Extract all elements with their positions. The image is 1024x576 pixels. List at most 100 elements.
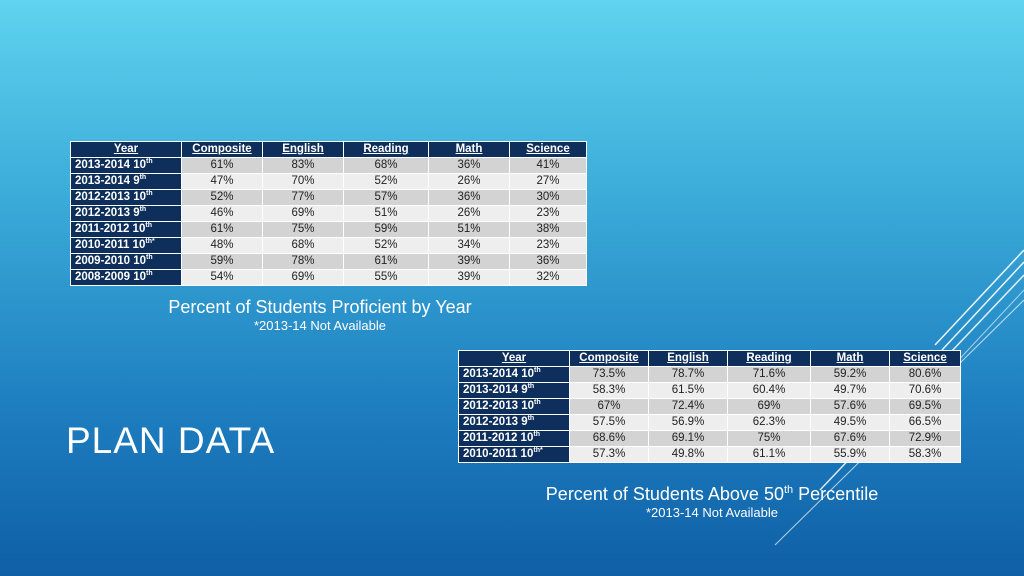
year-suffix: th	[139, 206, 147, 214]
col-header-science: Science	[509, 141, 587, 158]
year-label: 2009-2010 10	[75, 255, 146, 267]
cell-reading: 57%	[343, 189, 429, 206]
col-header-science: Science	[889, 350, 961, 367]
cell-math: 49.5%	[810, 414, 890, 431]
col-header-composite: Composite	[569, 350, 649, 367]
cell-composite: 59%	[181, 253, 263, 270]
col-header-reading: Reading	[727, 350, 811, 367]
col-header-english: English	[262, 141, 344, 158]
cell-english: 69%	[262, 269, 344, 286]
cell-science: 70.6%	[889, 382, 961, 399]
cell-english: 78.7%	[648, 366, 728, 383]
row-year: 2013-2014 10th	[70, 157, 182, 174]
cell-reading: 68%	[343, 157, 429, 174]
cell-science: 23%	[509, 237, 587, 254]
row-year: 2013-2014 10th	[458, 366, 570, 383]
cell-composite: 61%	[181, 157, 263, 174]
cell-science: 38%	[509, 221, 587, 238]
cell-science: 23%	[509, 205, 587, 222]
cell-math: 26%	[428, 205, 510, 222]
col-header-composite: Composite	[181, 141, 263, 158]
table-header-row: Year Composite English Reading Math Scie…	[70, 141, 587, 158]
cell-composite: 58.3%	[569, 382, 649, 399]
year-label: 2013-2014 10	[75, 159, 146, 171]
cell-science: 41%	[509, 157, 587, 174]
cell-reading: 52%	[343, 237, 429, 254]
cell-composite: 61%	[181, 221, 263, 238]
cell-composite: 67%	[569, 398, 649, 415]
cell-reading: 69%	[727, 398, 811, 415]
table-row: 2011-2012 10th 61% 75% 59% 51% 38%	[70, 221, 587, 238]
cell-math: 51%	[428, 221, 510, 238]
cell-science: 80.6%	[889, 366, 961, 383]
cell-composite: 73.5%	[569, 366, 649, 383]
row-year: 2008-2009 10th	[70, 269, 182, 286]
col-header-reading: Reading	[343, 141, 429, 158]
cell-math: 49.7%	[810, 382, 890, 399]
cell-math: 36%	[428, 157, 510, 174]
caption-sup: th	[783, 484, 794, 496]
cell-composite: 46%	[181, 205, 263, 222]
cell-science: 27%	[509, 173, 587, 190]
cell-english: 72.4%	[648, 398, 728, 415]
percentile-caption-note: *2013-14 Not Available	[645, 505, 779, 520]
cell-math: 59.2%	[810, 366, 890, 383]
year-label: 2012-2013 9	[463, 416, 528, 428]
percentile-table-container: Year Composite English Reading Math Scie…	[458, 350, 961, 463]
cell-composite: 52%	[181, 189, 263, 206]
cell-english: 77%	[262, 189, 344, 206]
cell-composite: 57.5%	[569, 414, 649, 431]
cell-reading: 61.1%	[727, 446, 811, 463]
cell-composite: 68.6%	[569, 430, 649, 447]
year-suffix: th*	[533, 447, 543, 455]
cell-math: 39%	[428, 253, 510, 270]
cell-science: 30%	[509, 189, 587, 206]
cell-math: 36%	[428, 189, 510, 206]
cell-reading: 59%	[343, 221, 429, 238]
table-row: 2011-2012 10th 68.6% 69.1% 75% 67.6% 72.…	[458, 430, 961, 447]
col-header-year: Year	[458, 350, 570, 367]
year-suffix: th	[145, 270, 153, 278]
cell-math: 39%	[428, 269, 510, 286]
col-header-math: Math	[810, 350, 890, 367]
year-suffix: th	[145, 254, 153, 262]
row-year: 2012-2013 9th	[70, 205, 182, 222]
table-row: 2013-2014 9th 47% 70% 52% 26% 27%	[70, 173, 587, 190]
cell-reading: 60.4%	[727, 382, 811, 399]
cell-math: 55.9%	[810, 446, 890, 463]
proficiency-table: Year Composite English Reading Math Scie…	[70, 141, 587, 286]
cell-composite: 54%	[181, 269, 263, 286]
table-row: 2009-2010 10th 59% 78% 61% 39% 36%	[70, 253, 587, 270]
year-suffix: th	[533, 367, 541, 375]
year-label: 2008-2009 10	[75, 271, 146, 283]
col-header-math: Math	[428, 141, 510, 158]
table-row: 2012-2013 10th 52% 77% 57% 36% 30%	[70, 189, 587, 206]
cell-reading: 51%	[343, 205, 429, 222]
row-year: 2010-2011 10th*	[70, 237, 182, 254]
year-suffix: th	[527, 383, 535, 391]
row-year: 2012-2013 9th	[458, 414, 570, 431]
year-suffix: th	[533, 399, 541, 407]
table-row: 2013-2014 9th 58.3% 61.5% 60.4% 49.7% 70…	[458, 382, 961, 399]
proficiency-caption: Percent of Students Proficient by Year *…	[70, 297, 570, 333]
year-label: 2013-2014 9	[463, 384, 528, 396]
percentile-caption-title: Percent of Students Above 50th Percentil…	[462, 484, 962, 505]
cell-english: 83%	[262, 157, 344, 174]
cell-reading: 52%	[343, 173, 429, 190]
percentile-table: Year Composite English Reading Math Scie…	[458, 350, 961, 463]
year-suffix: th	[145, 222, 152, 230]
cell-composite: 47%	[181, 173, 263, 190]
year-label: 2010-2011 10	[75, 239, 146, 251]
cell-english: 61.5%	[648, 382, 728, 399]
cell-science: 72.9%	[889, 430, 961, 447]
table-header-row: Year Composite English Reading Math Scie…	[458, 350, 961, 367]
table-row: 2010-2011 10th* 48% 68% 52% 34% 23%	[70, 237, 587, 254]
row-year: 2010-2011 10th*	[458, 446, 570, 463]
cell-english: 69.1%	[648, 430, 728, 447]
year-suffix: th	[139, 174, 147, 182]
slide-title: PLAN DATA	[66, 420, 276, 461]
table-row: 2010-2011 10th* 57.3% 49.8% 61.1% 55.9% …	[458, 446, 961, 463]
cell-science: 66.5%	[889, 414, 961, 431]
year-suffix: th	[145, 158, 153, 166]
cell-composite: 48%	[181, 237, 263, 254]
